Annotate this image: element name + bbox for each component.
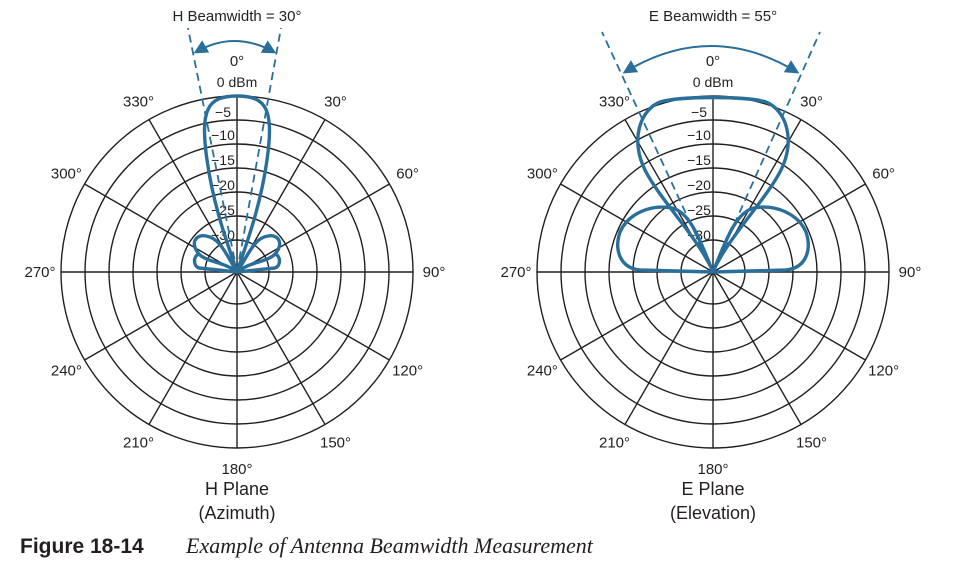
e-angle-label-240: 240° bbox=[527, 363, 558, 380]
e-ring-label-0: 0 dBm bbox=[693, 74, 733, 90]
figure-caption-text: Example of Antenna Beamwidth Measurement bbox=[185, 533, 594, 558]
e-angle-label-90: 90° bbox=[899, 264, 922, 281]
h-angle-label-300: 300° bbox=[51, 166, 82, 183]
e-beamwidth-arrow bbox=[622, 45, 800, 74]
e-ring-label-1: −5 bbox=[691, 104, 707, 120]
e-ring-label-5: −25 bbox=[687, 202, 711, 218]
h-spoke-120 bbox=[236, 271, 390, 361]
h-spoke-240 bbox=[84, 271, 238, 361]
h-angle-label-120: 120° bbox=[392, 363, 423, 380]
e-angle-label-210: 210° bbox=[599, 435, 630, 452]
e-angle-label-30: 30° bbox=[800, 93, 823, 110]
h-plane-title: H Plane bbox=[205, 479, 269, 499]
e-spoke-60 bbox=[712, 183, 866, 273]
e-spoke-240 bbox=[560, 271, 714, 361]
e-angle-label-0: 0° bbox=[706, 53, 720, 70]
h-ring-label-3: −15 bbox=[211, 152, 235, 168]
e-plane-polar-plot: 30° 60° 90° 120° 150° 180° 210° 240° 270° 300° 330… bbox=[500, 8, 921, 523]
e-angle-label-330: 330° bbox=[599, 93, 630, 110]
e-angle-label-150: 150° bbox=[796, 435, 827, 452]
e-ring-label-2: −10 bbox=[687, 127, 711, 143]
h-angle-label-180: 180° bbox=[221, 461, 252, 478]
h-angle-label-30: 30° bbox=[324, 93, 347, 110]
h-ring-label-1: −5 bbox=[215, 104, 231, 120]
h-angle-label-150: 150° bbox=[320, 435, 351, 452]
e-angle-label-60: 60° bbox=[872, 166, 895, 183]
e-spoke-210 bbox=[624, 271, 714, 425]
e-beamwidth-right-line bbox=[712, 31, 821, 273]
e-ring-label-4: −20 bbox=[687, 177, 711, 193]
e-beamwidth-label: E Beamwidth = 55° bbox=[649, 8, 777, 25]
e-plane-title: E Plane bbox=[681, 479, 744, 499]
h-beamwidth-right-line bbox=[236, 27, 282, 273]
h-angle-label-330: 330° bbox=[123, 93, 154, 110]
figure-caption: Figure 18-14 Example of Antenna Beamwidt… bbox=[20, 533, 594, 558]
h-angle-label-60: 60° bbox=[396, 166, 419, 183]
h-angle-label-0: 0° bbox=[230, 53, 244, 70]
h-ring-label-0: 0 dBm bbox=[217, 74, 257, 90]
e-angle-label-180: 180° bbox=[697, 461, 728, 478]
h-ring-label-2: −10 bbox=[211, 127, 235, 143]
e-angle-label-120: 120° bbox=[868, 363, 899, 380]
h-beamwidth-left-line bbox=[187, 27, 238, 273]
e-ring-label-3: −15 bbox=[687, 152, 711, 168]
h-angle-label-90: 90° bbox=[423, 264, 446, 281]
h-plane-polar-plot: 30° 60° 90° 120° 150° 180° 210° 240° 270° 300° 330… bbox=[24, 8, 445, 523]
e-angle-label-300: 300° bbox=[527, 166, 558, 183]
h-ring-label-4: −20 bbox=[211, 177, 235, 193]
h-spoke-150 bbox=[236, 271, 326, 425]
e-spoke-300 bbox=[560, 183, 714, 273]
h-beamwidth-arrow bbox=[193, 40, 277, 54]
h-spoke-210 bbox=[148, 271, 238, 425]
h-plane-grid: 30° 60° 90° 120° 150° 180° 210° 240° 270° 300° 330… bbox=[24, 53, 445, 478]
h-plane-subtitle: (Azimuth) bbox=[198, 503, 275, 523]
h-spoke-60 bbox=[236, 183, 390, 273]
e-beamwidth-left-line bbox=[601, 31, 714, 273]
e-angle-label-270: 270° bbox=[500, 264, 531, 281]
e-plane-subtitle: (Elevation) bbox=[670, 503, 756, 523]
h-spoke-300 bbox=[84, 183, 238, 273]
figure-number: Figure 18-14 bbox=[20, 535, 144, 558]
h-plane-radiation-pattern bbox=[192, 94, 282, 274]
h-beamwidth-label: H Beamwidth = 30° bbox=[173, 8, 302, 25]
h-angle-label-210: 210° bbox=[123, 435, 154, 452]
e-spoke-150 bbox=[712, 271, 802, 425]
h-angle-label-270: 270° bbox=[24, 264, 55, 281]
e-spoke-120 bbox=[712, 271, 866, 361]
h-angle-label-240: 240° bbox=[51, 363, 82, 380]
